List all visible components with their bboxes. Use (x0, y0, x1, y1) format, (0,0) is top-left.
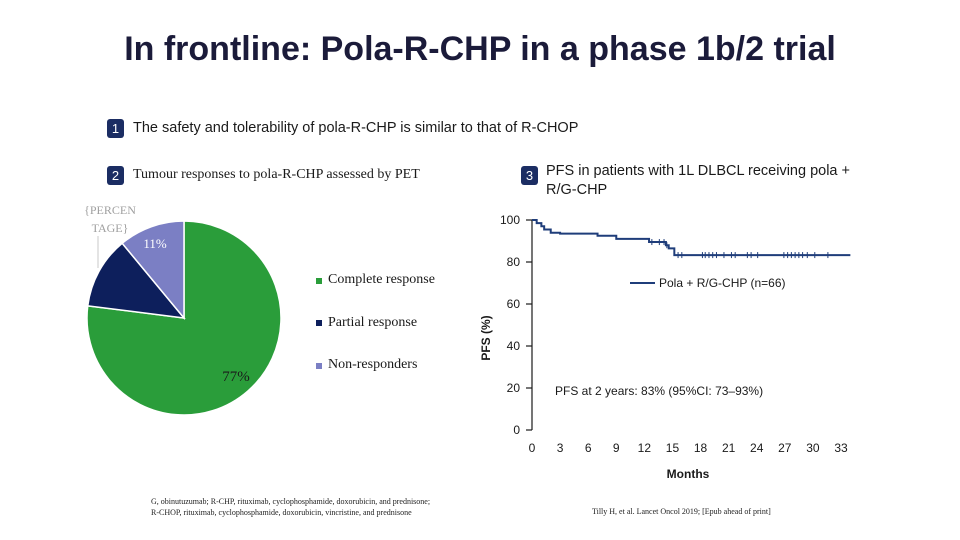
km-x-tick-label: 18 (694, 441, 708, 455)
km-y-tick-label: 40 (507, 339, 521, 353)
km-x-tick-label: 24 (750, 441, 764, 455)
point-3-text-line2: R/G-CHP (546, 182, 608, 198)
legend-swatch-non (316, 363, 322, 369)
km-x-tick-label: 21 (722, 441, 736, 455)
km-x-tick-label: 12 (638, 441, 652, 455)
km-x-tick-label: 9 (613, 441, 620, 455)
km-legend-label: Pola + R/G-CHP (n=66) (659, 276, 786, 290)
km-y-tick-label: 100 (500, 213, 520, 227)
km-y-tick-label: 80 (507, 255, 521, 269)
point-2-text: Tumour responses to pola-R-CHP assessed … (133, 167, 420, 182)
pie-label-complete: 77% (222, 369, 250, 385)
point-3-text-line1: PFS in patients with 1L DLBCL receiving … (546, 163, 850, 179)
point-2-badge: 2 (107, 166, 124, 185)
pie-slice-complete (86, 220, 282, 416)
pie-label-non: 11% (143, 236, 167, 251)
km-y-axis-label: PFS (%) (479, 315, 493, 360)
point-1-text: The safety and tolerability of pola-R-CH… (133, 120, 579, 136)
km-x-tick-label: 0 (529, 441, 536, 455)
km-x-tick-label: 33 (834, 441, 848, 455)
slide-title: In frontline: Pola-R-CHP in a phase 1b/2… (124, 30, 836, 68)
km-x-axis-label: Months (667, 467, 710, 481)
legend-swatch-partial (316, 320, 322, 326)
legend-non-responders: Non-responders (328, 357, 418, 372)
km-x-tick-label: 30 (806, 441, 820, 455)
point-1-badge: 1 (107, 119, 124, 138)
footnote-left-line1: G, obinutuzumab; R-CHP, rituximab, cyclo… (151, 497, 431, 506)
km-x-tick-label: 6 (585, 441, 592, 455)
km-y-tick-label: 0 (513, 423, 520, 437)
km-y-tick-label: 60 (507, 297, 521, 311)
pie-leftover-label-line2: TAGE} (92, 221, 129, 235)
footnote-right: Tilly H, et al. Lancet Oncol 2019; [Epub… (592, 507, 771, 516)
pie-slice-partial (86, 242, 186, 319)
footnote-left-line2: R-CHOP, rituximab, cyclophosphamide, dox… (151, 508, 412, 517)
km-x-tick-label: 15 (666, 441, 680, 455)
km-annotation: PFS at 2 years: 83% (95%CI: 73–93%) (555, 384, 763, 398)
point-3-badge: 3 (521, 166, 538, 185)
legend-swatch-complete (316, 278, 322, 284)
km-y-tick-label: 20 (507, 381, 521, 395)
km-x-tick-label: 27 (778, 441, 792, 455)
legend-complete-response: Complete response (328, 272, 435, 287)
km-series-line (532, 219, 851, 257)
pie-leftover-label-line1: {PERCEN (84, 203, 136, 217)
km-x-tick-label: 3 (557, 441, 564, 455)
legend-partial-response: Partial response (328, 315, 418, 330)
pie-slice-non (121, 220, 185, 321)
